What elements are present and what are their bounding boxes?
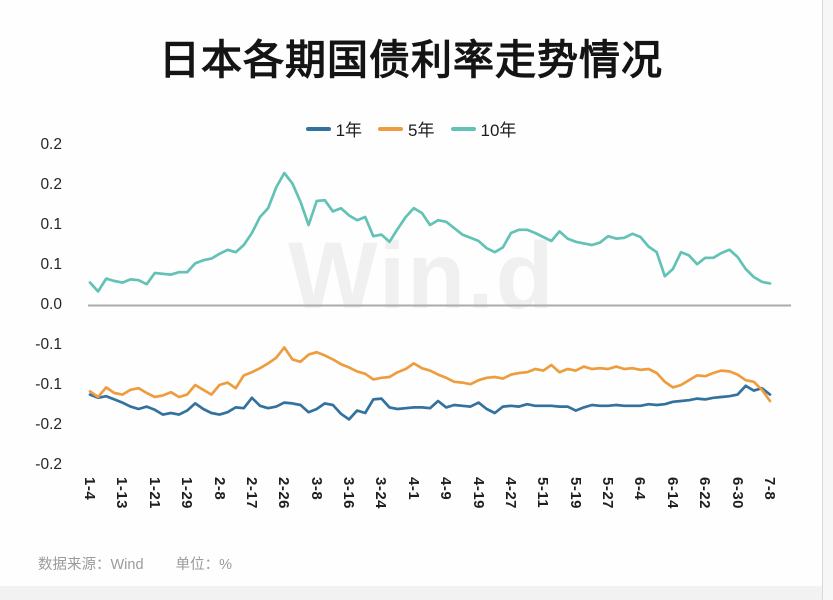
x-tick-label: 5-11 <box>534 477 552 509</box>
series-line-5年 <box>88 346 772 403</box>
legend-label: 5年 <box>408 121 435 140</box>
x-tick-label: 5-19 <box>566 477 584 510</box>
y-tick-label: 0.2 <box>40 176 62 193</box>
chart-title: 日本各期国债利率走势情况 <box>159 37 663 83</box>
x-tick-label: 4-9 <box>437 477 455 501</box>
x-tick-label: 2-17 <box>242 477 260 510</box>
x-tick-label: 2-8 <box>210 477 228 501</box>
x-tick-label: 6-22 <box>696 477 714 510</box>
legend-swatch-icon <box>450 126 476 131</box>
wind-watermark: Win.d <box>288 223 556 329</box>
x-tick-label: 2-26 <box>275 477 293 510</box>
x-tick-label: 6-4 <box>631 477 649 501</box>
x-tick-label: 3-8 <box>307 477 325 501</box>
y-tick-label: 0.1 <box>40 216 62 233</box>
x-tick-label: 1-29 <box>178 477 196 510</box>
card-right-edge <box>822 0 833 600</box>
x-tick-label: 7-8 <box>761 477 778 501</box>
x-tick-label: 5-27 <box>599 477 617 510</box>
x-tick-label: 3-24 <box>372 477 390 510</box>
legend-swatch-icon <box>378 126 404 131</box>
x-tick-label: 6-14 <box>663 477 681 510</box>
legend-swatch-icon <box>305 126 331 131</box>
legend: 1年 5年 10年 <box>0 116 822 141</box>
legend-item-10年: 10年 <box>450 116 517 141</box>
data-source-label: 数据来源：Wind <box>38 557 144 573</box>
x-tick-label: 4-1 <box>404 477 422 501</box>
y-tick-label: 0.1 <box>40 256 62 273</box>
y-tick-label: 0.0 <box>40 296 62 313</box>
series-line-1年 <box>88 384 772 421</box>
legend-item-5年: 5年 <box>378 116 435 141</box>
legend-item-1年: 1年 <box>305 116 363 141</box>
x-tick-label: 1-4 <box>81 477 98 501</box>
x-tick-label: 6-30 <box>728 477 746 510</box>
series-line-10年 <box>88 171 772 293</box>
legend-label: 1年 <box>335 121 363 140</box>
footer-note: 数据来源：Wind 单位：% <box>38 553 232 574</box>
y-tick-label: -0.2 <box>35 416 62 433</box>
unit-label: 单位：% <box>175 557 232 573</box>
card-bottom-edge <box>0 586 822 600</box>
legend-label: 10年 <box>480 121 517 140</box>
x-tick-label: 1-13 <box>113 477 131 510</box>
y-tick-label: -0.1 <box>35 336 62 353</box>
x-tick-label: 4-19 <box>469 477 487 510</box>
y-tick-label: -0.2 <box>35 456 62 473</box>
x-tick-label: 1-21 <box>145 477 163 510</box>
x-tick-label: 4-27 <box>501 477 519 510</box>
chart-card <box>0 0 822 586</box>
y-tick-label: -0.1 <box>35 376 62 393</box>
series-lines <box>88 171 772 421</box>
y-tick-label: 0.2 <box>40 136 62 153</box>
x-tick-label: 3-16 <box>340 477 358 510</box>
